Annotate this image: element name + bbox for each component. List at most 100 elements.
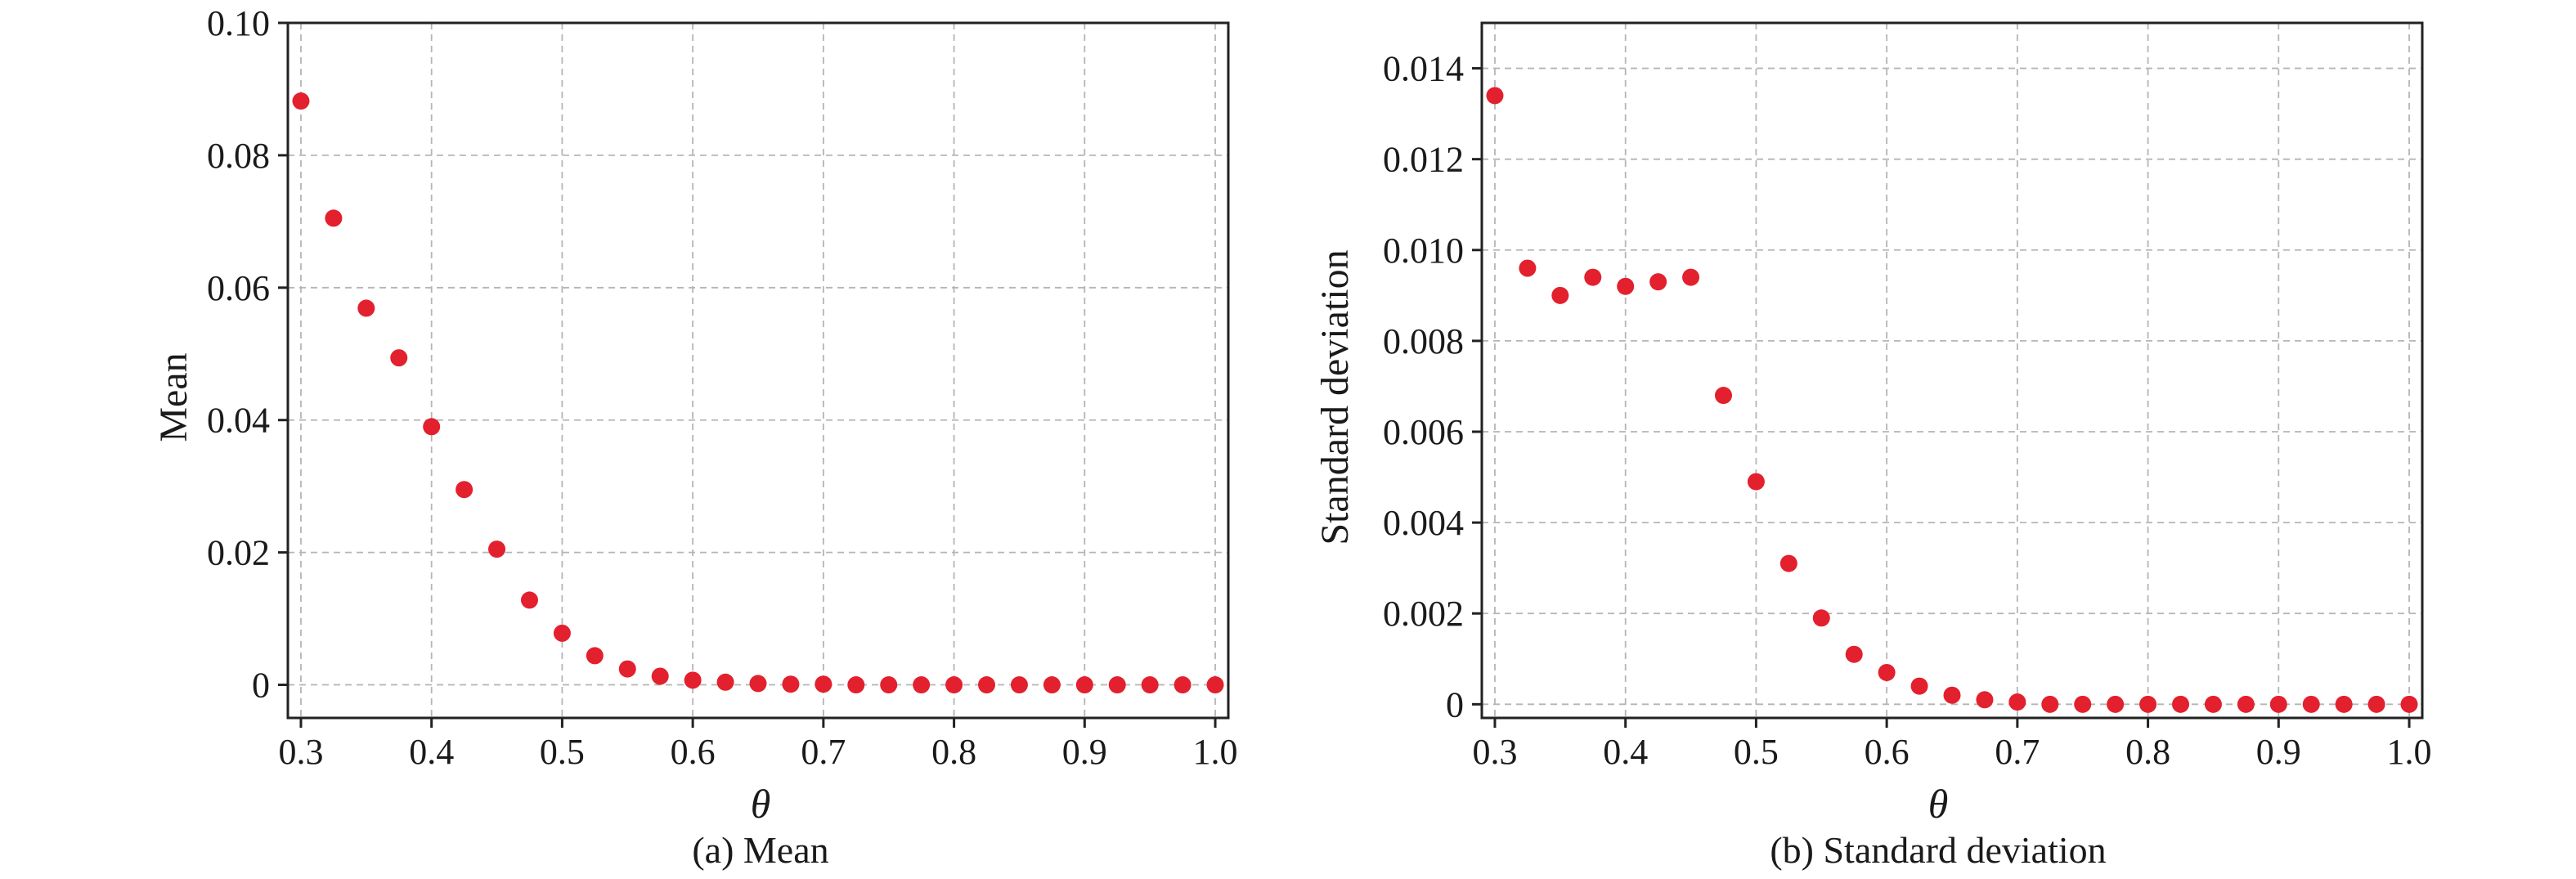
mean-y-tick-label: 0.06: [207, 268, 270, 308]
mean-data-point: [390, 349, 408, 367]
std-data-point: [2367, 695, 2385, 713]
mean-y-tick-label: 0: [252, 666, 270, 706]
std-y-tick-label: 0.014: [1383, 49, 1464, 89]
mean-data-point: [815, 675, 832, 693]
std-x-tick-label: 0.7: [1995, 732, 2040, 772]
chart-std-caption: (b) Standard deviation: [1770, 829, 2106, 871]
std-x-tick-label: 0.9: [2256, 732, 2301, 772]
std-data-point: [2139, 695, 2157, 713]
std-x-tick-label: 1.0: [2387, 732, 2432, 772]
std-data-point: [1943, 686, 1961, 704]
std-data-point: [1845, 645, 1863, 663]
chart-mean-x-axis-label: θ: [751, 781, 771, 827]
std-x-tick-label: 0.4: [1603, 732, 1648, 772]
std-x-tick-label: 0.5: [1734, 732, 1779, 772]
chart-standard-deviation: Standard deviation θ (b) Standard deviat…: [1313, 21, 2432, 871]
std-data-point: [1519, 259, 1537, 277]
mean-data-point: [978, 676, 996, 694]
std-x-tick-label: 0.6: [1865, 732, 1910, 772]
std-y-tick-label: 0.012: [1383, 140, 1464, 180]
mean-x-tick-label: 1.0: [1193, 732, 1238, 772]
chart-mean: Mean θ (a) Mean 0.3 0.4 0.5 0.6 0.7 0.8 0.9 1.0…: [152, 3, 1238, 871]
std-points: [1486, 87, 2418, 713]
std-data-point: [2335, 695, 2353, 713]
chart-mean-caption: (a) Mean: [692, 829, 828, 871]
std-y-tick-label: 0.002: [1383, 594, 1464, 634]
std-data-point: [1649, 273, 1667, 291]
std-x-tick-label: 0.8: [2125, 732, 2170, 772]
std-plot-frame: [1480, 21, 2424, 720]
std-data-point: [2041, 695, 2059, 713]
std-data-point: [1486, 87, 1504, 105]
std-data-point: [1551, 286, 1569, 304]
mean-data-point: [520, 591, 538, 609]
std-data-point: [2172, 695, 2190, 713]
std-data-point: [2269, 695, 2287, 713]
mean-data-point: [716, 673, 734, 691]
std-data-point: [1584, 268, 1602, 286]
mean-y-tick-label: 0.04: [207, 401, 270, 441]
std-data-point: [1714, 387, 1732, 405]
mean-data-point: [1075, 676, 1093, 694]
mean-x-tick-label: 0.6: [671, 732, 716, 772]
mean-data-point: [945, 676, 963, 694]
mean-data-point: [618, 660, 636, 678]
chart-std-x-axis-label: θ: [1928, 781, 1949, 827]
std-y-tick-label: 0.004: [1383, 503, 1464, 543]
std-data-point: [2008, 693, 2026, 711]
std-data-point: [1812, 609, 1830, 627]
mean-x-tick-label: 0.9: [1062, 732, 1107, 772]
mean-x-tick-label: 0.4: [409, 732, 454, 772]
std-y-tick-label: 0.008: [1383, 321, 1464, 361]
mean-data-point: [1043, 676, 1061, 694]
mean-y-tick-label: 0.10: [207, 3, 270, 43]
mean-data-point: [488, 540, 506, 558]
std-data-point: [1976, 691, 1994, 709]
mean-data-point: [1141, 676, 1159, 694]
mean-data-point: [1174, 676, 1192, 694]
std-y-tick-label: 0.010: [1383, 231, 1464, 271]
mean-x-tick-label: 0.7: [801, 732, 846, 772]
mean-data-point: [423, 418, 441, 436]
mean-x-tick-label: 0.8: [931, 732, 976, 772]
std-data-point: [2302, 695, 2320, 713]
std-x-tick-label: 0.3: [1472, 732, 1517, 772]
mean-data-point: [325, 209, 343, 227]
std-data-point: [1878, 663, 1896, 681]
std-data-point: [1910, 677, 1928, 695]
mean-plot-frame: [286, 21, 1230, 720]
mean-data-point: [456, 481, 473, 499]
std-data-point: [2074, 695, 2092, 713]
std-y-tick-label: 0.006: [1383, 412, 1464, 452]
chart-mean-y-axis-label: Mean: [152, 352, 195, 442]
mean-y-tick-label: 0.08: [207, 136, 270, 176]
mean-data-point: [1108, 676, 1126, 694]
mean-data-point: [684, 671, 702, 689]
std-grid: [1482, 23, 2422, 718]
std-data-point: [2107, 695, 2125, 713]
mean-x-tick-label: 0.3: [278, 732, 323, 772]
std-data-point: [1779, 554, 1797, 572]
std-data-point: [1682, 268, 1700, 286]
mean-data-point: [1010, 676, 1028, 694]
mean-y-tick-label: 0.02: [207, 533, 270, 573]
mean-data-point: [553, 624, 571, 642]
mean-data-point: [782, 675, 800, 693]
mean-points: [292, 92, 1224, 694]
mean-data-point: [292, 92, 310, 110]
mean-data-point: [847, 676, 865, 694]
mean-data-point: [749, 675, 767, 693]
mean-grid: [288, 22, 1228, 718]
mean-data-point: [586, 647, 604, 665]
mean-data-point: [913, 676, 931, 694]
std-data-point: [2204, 695, 2222, 713]
chart-std-y-axis-label: Standard deviation: [1313, 249, 1357, 545]
std-data-point: [2400, 695, 2418, 713]
std-data-point: [1747, 473, 1765, 491]
std-y-tick-label: 0: [1446, 684, 1464, 724]
mean-data-point: [880, 676, 898, 694]
std-data-point: [1617, 277, 1635, 295]
mean-x-tick-label: 0.5: [540, 732, 585, 772]
mean-data-point: [1206, 676, 1224, 694]
